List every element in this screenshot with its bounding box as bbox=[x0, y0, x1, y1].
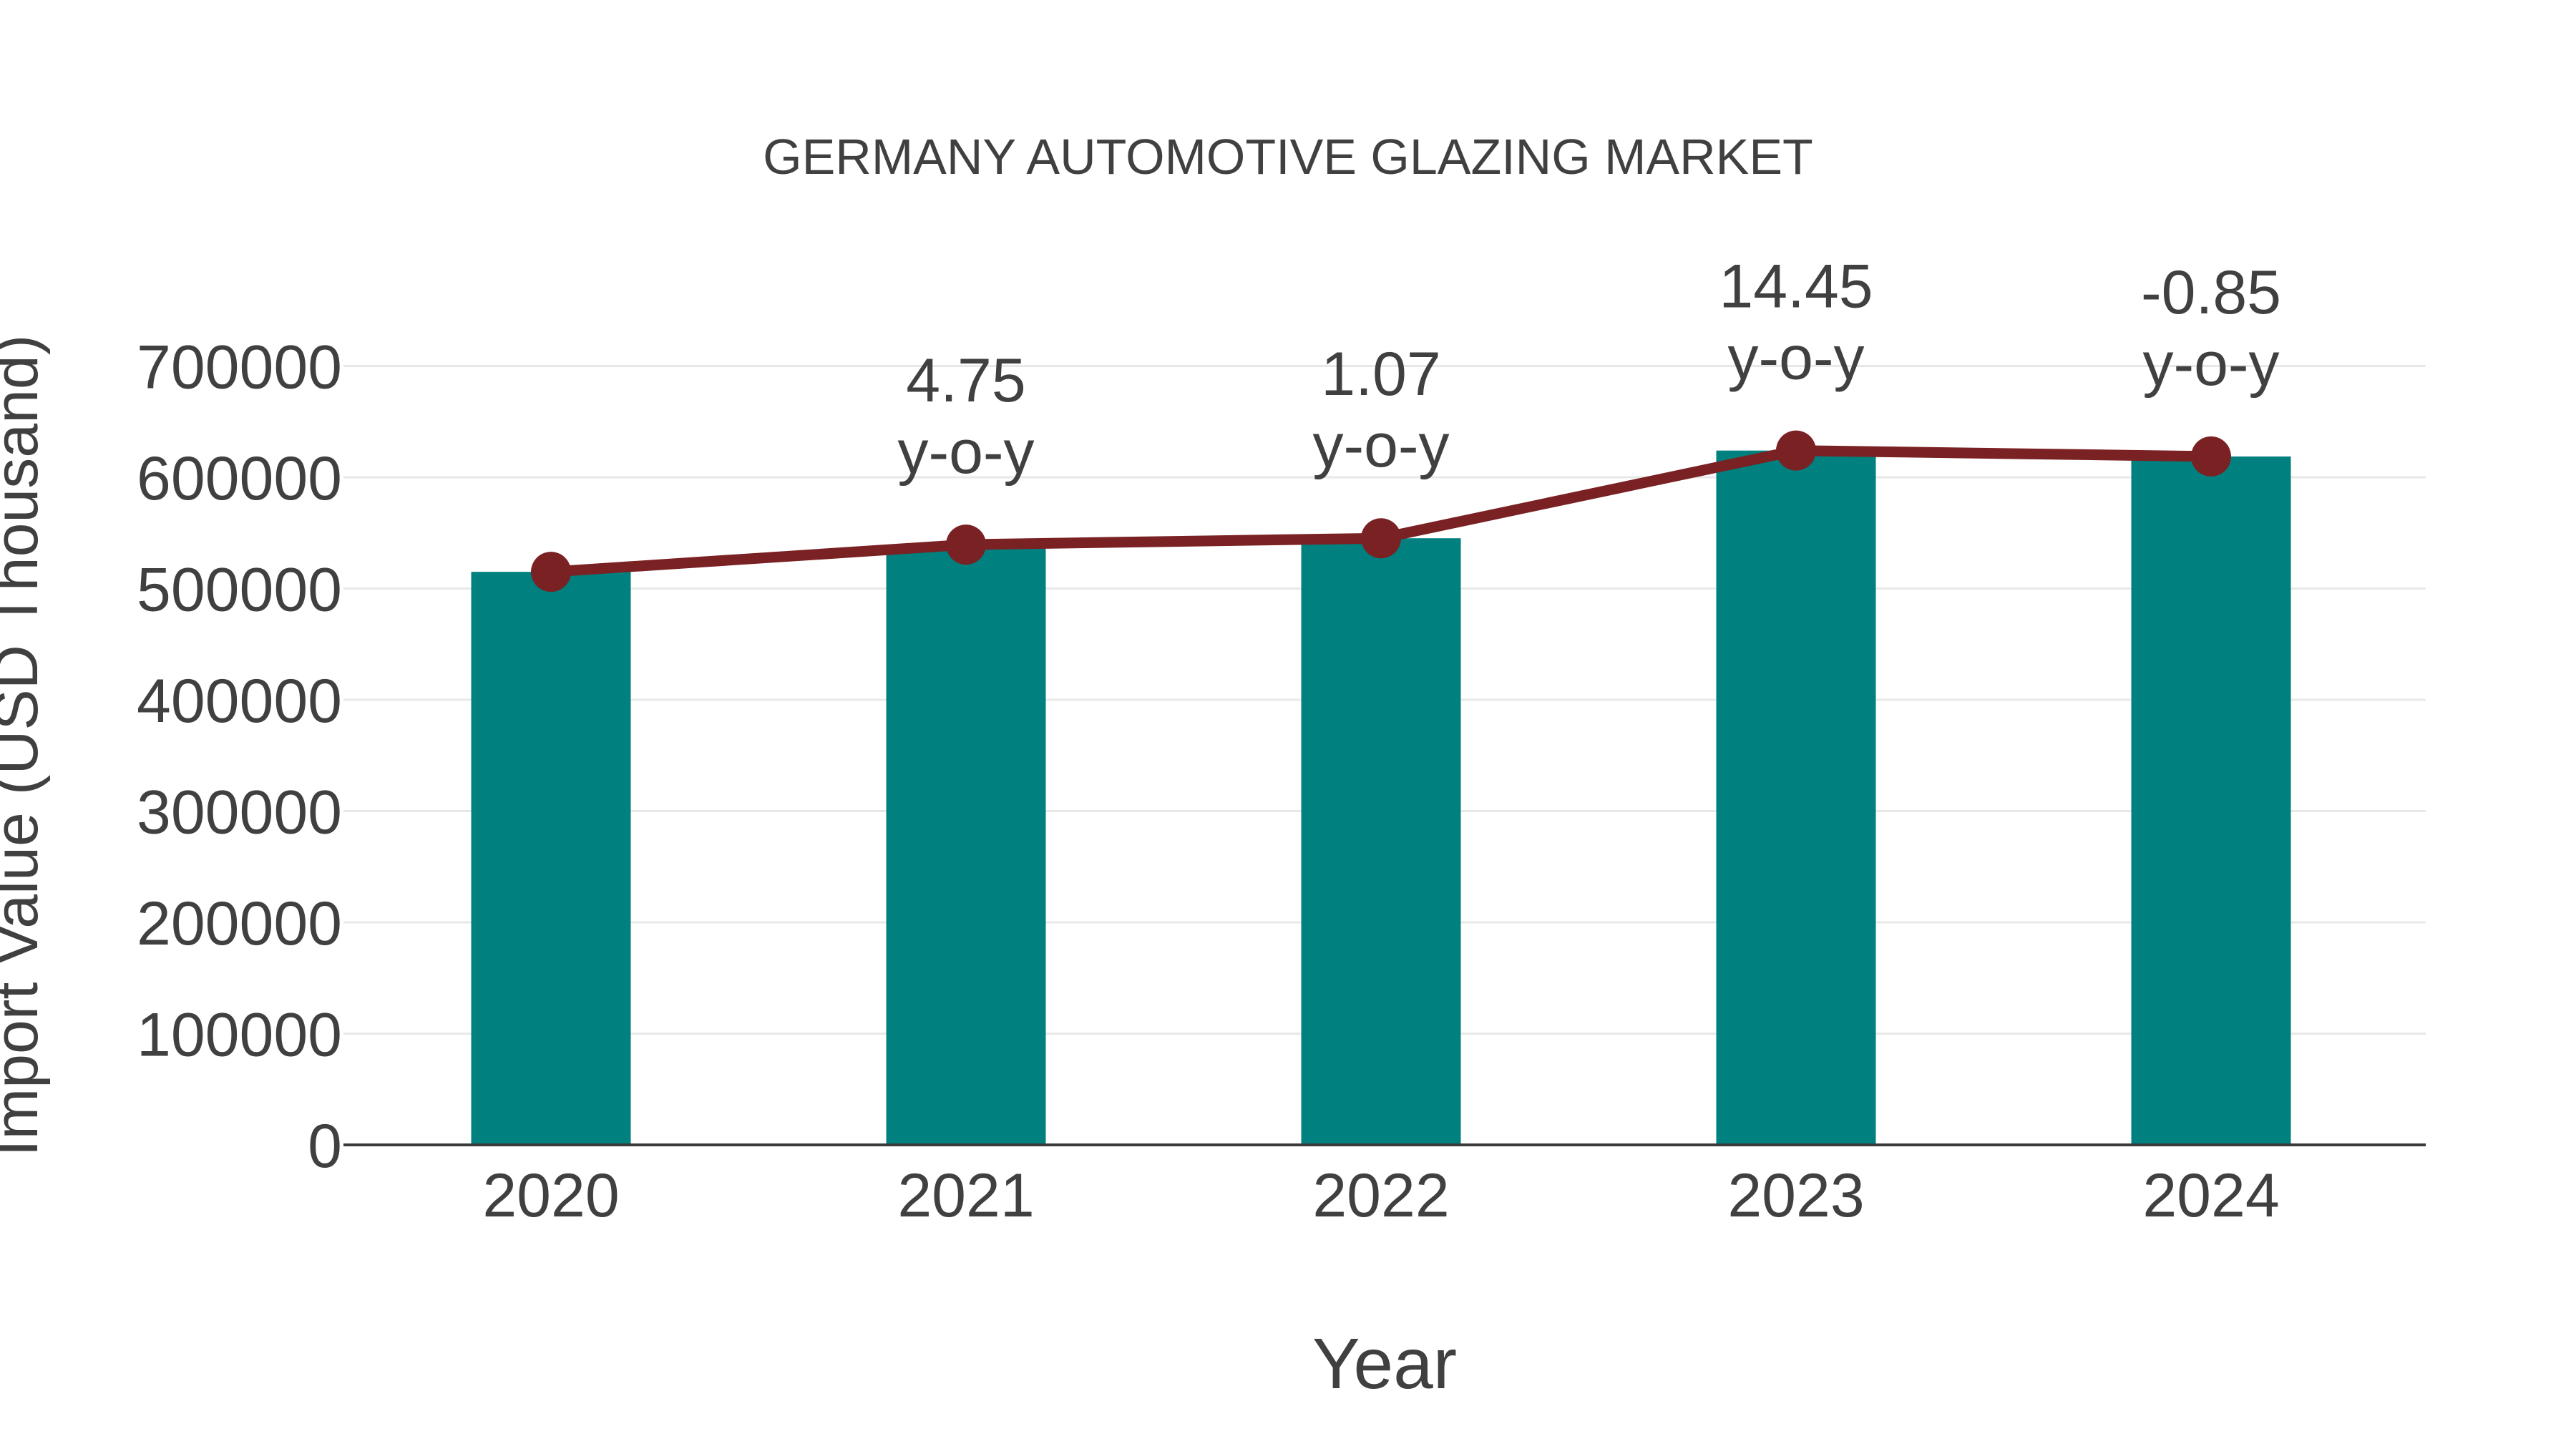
bar-2024 bbox=[2131, 456, 2291, 1145]
bar-2023 bbox=[1716, 450, 1876, 1145]
y-tick-label-0: 0 bbox=[308, 1112, 342, 1181]
y-tick-label-100000: 100000 bbox=[137, 1001, 342, 1070]
y-tick-label-400000: 400000 bbox=[137, 667, 342, 736]
x-tick-label-2021: 2021 bbox=[897, 1161, 1034, 1230]
yoy-value-2024: -0.85 bbox=[2141, 258, 2281, 327]
yoy-label-2021: y-o-y bbox=[897, 418, 1034, 487]
line-marker-2022 bbox=[1361, 518, 1401, 559]
y-axis-tick-labels: 0 100000 200000 300000 400000 500000 600000 700… bbox=[137, 333, 342, 1181]
line-marker-2024 bbox=[2191, 436, 2231, 477]
y-tick-label-600000: 600000 bbox=[137, 444, 342, 513]
yoy-label-2022: y-o-y bbox=[1312, 411, 1449, 480]
x-tick-label-2024: 2024 bbox=[2142, 1161, 2279, 1230]
chart-title: GERMANY AUTOMOTIVE GLAZING MARKET bbox=[763, 129, 1813, 185]
yoy-value-2021: 4.75 bbox=[906, 346, 1025, 415]
x-tick-label-2020: 2020 bbox=[482, 1161, 619, 1230]
line-marker-2021 bbox=[946, 525, 986, 565]
yoy-label-2023: y-o-y bbox=[1727, 324, 1864, 393]
x-axis-tick-labels: 2020 2021 2022 2023 2024 bbox=[482, 1161, 2279, 1230]
bar-2022 bbox=[1301, 538, 1461, 1145]
y-axis-title: Import Value (USD Thousand) bbox=[0, 335, 51, 1157]
y-tick-label-500000: 500000 bbox=[137, 556, 342, 625]
yoy-annotations: 4.75y-o-y1.07y-o-y14.45y-o-y-0.85y-o-y bbox=[897, 253, 2281, 487]
x-axis-title: Year bbox=[1312, 1324, 1457, 1404]
x-tick-label-2023: 2023 bbox=[1727, 1161, 1864, 1230]
yoy-value-2023: 14.45 bbox=[1719, 253, 1873, 321]
yoy-value-2022: 1.07 bbox=[1321, 340, 1440, 409]
y-tick-label-700000: 700000 bbox=[137, 333, 342, 402]
y-tick-label-300000: 300000 bbox=[137, 779, 342, 847]
y-tick-label-200000: 200000 bbox=[137, 889, 342, 958]
bar-series bbox=[471, 450, 2291, 1145]
x-tick-label-2022: 2022 bbox=[1312, 1161, 1449, 1230]
line-marker-2020 bbox=[531, 552, 571, 592]
line-series bbox=[531, 430, 2231, 592]
bar-2020 bbox=[471, 572, 631, 1145]
bar-2021 bbox=[886, 545, 1046, 1145]
yoy-label-2024: y-o-y bbox=[2142, 330, 2279, 399]
line-marker-2023 bbox=[1776, 430, 1816, 471]
